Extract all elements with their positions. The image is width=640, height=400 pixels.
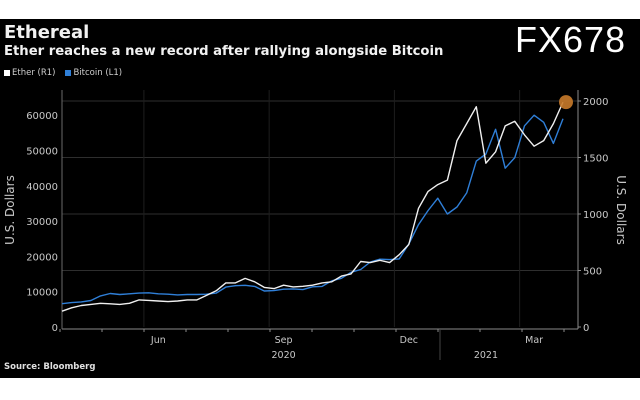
latest-ether-marker xyxy=(559,95,573,110)
left-tick-label: 0 xyxy=(52,323,58,334)
legend-label-ether: Ether (R1) xyxy=(12,68,56,78)
legend-swatch-bitcoin xyxy=(65,69,72,76)
right-tick-label: 1000 xyxy=(583,210,608,221)
legend-swatch-ether xyxy=(4,69,10,76)
chart-title: Ethereal xyxy=(4,22,90,43)
left-tick-label: 50000 xyxy=(26,147,58,158)
legend-item-ether: Ether (R1) xyxy=(4,68,55,78)
series-line-ether xyxy=(61,101,564,312)
left-tick-label: 20000 xyxy=(26,252,58,263)
x-year-label: 2020 xyxy=(272,350,296,361)
chart-subtitle: Ether reaches a new record after rallyin… xyxy=(4,44,444,59)
legend-item-bitcoin: Bitcoin (L1) xyxy=(65,68,122,78)
source-note: Source: Bloomberg xyxy=(4,362,96,372)
right-axis-title: U.S. Dollars xyxy=(614,175,628,245)
x-tick-label: Sep xyxy=(275,335,293,346)
left-tick-label: 60000 xyxy=(26,111,58,122)
left-axis-title: U.S. Dollars xyxy=(3,175,17,245)
chart-panel xyxy=(0,19,640,378)
watermark: FX678 xyxy=(515,19,627,60)
x-tick-label: Mar xyxy=(525,335,543,346)
x-tick-label: Dec xyxy=(400,335,418,346)
left-tick-label: 10000 xyxy=(26,288,58,299)
left-tick-label: 30000 xyxy=(26,217,58,228)
series-line-bitcoin xyxy=(61,114,564,305)
left-tick-label: 40000 xyxy=(26,182,58,193)
legend-label-bitcoin: Bitcoin (L1) xyxy=(73,68,123,78)
right-tick-label: 1500 xyxy=(583,154,608,165)
right-tick-label: 2000 xyxy=(583,97,608,108)
legend: Ether (R1) Bitcoin (L1) xyxy=(4,68,122,78)
x-year-label: 2021 xyxy=(474,350,498,361)
right-tick-label: 500 xyxy=(583,267,602,278)
right-tick-label: 0 xyxy=(583,323,589,334)
x-tick-label: Jun xyxy=(150,335,166,346)
